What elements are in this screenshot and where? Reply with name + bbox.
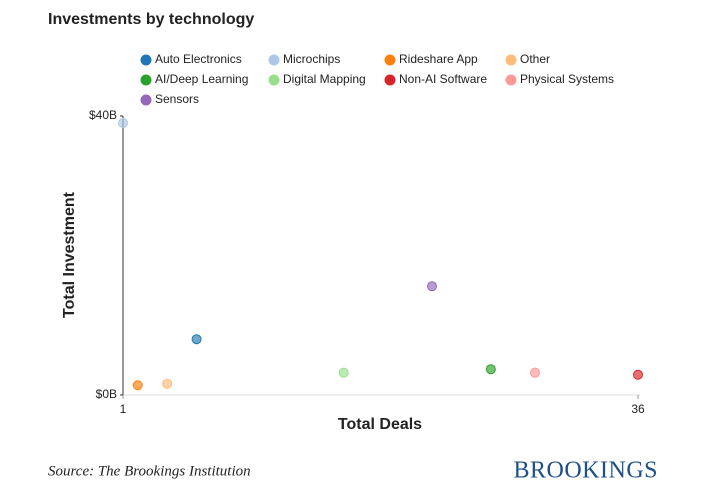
legend-swatch [505,54,517,66]
source: Source: The Brookings Institution [48,463,251,479]
legend-label: Microchips [283,52,340,66]
point [338,367,349,378]
legend-swatch [384,54,396,66]
legend-swatch [140,94,152,106]
x-tick-label: 36 [631,402,645,416]
legend-swatch [268,74,280,86]
point [427,281,437,292]
chart-title: Investments by technology [48,11,254,28]
legend-swatch [140,74,152,86]
legend-swatch [384,74,396,86]
y-tick-label: $0B [96,387,117,401]
legend-swatch [268,54,280,66]
point [191,334,202,345]
point [118,117,128,128]
legend-label: AI/Deep Learning [155,72,248,86]
legend-label: Other [520,52,550,66]
x-axis-label: Total Deals [338,416,422,433]
point [485,364,496,375]
point [162,378,173,389]
legend-label: Rideshare App [399,52,478,66]
legend-label: Digital Mapping [283,72,366,86]
y-tick-label: $40B [89,108,117,122]
legend-swatch [140,54,152,66]
y-axis-label: Total Investment [61,191,78,318]
x-tick-label: 1 [120,402,127,416]
point [633,369,643,380]
legend-label: Non-AI Software [399,72,487,86]
legend-swatch [505,74,517,86]
point [530,367,540,378]
point [132,380,143,391]
legend-label: Sensors [155,92,199,106]
legend-label: Physical Systems [520,72,614,86]
legend-label: Auto Electronics [155,52,242,66]
logo: BROOKINGS [513,458,658,484]
